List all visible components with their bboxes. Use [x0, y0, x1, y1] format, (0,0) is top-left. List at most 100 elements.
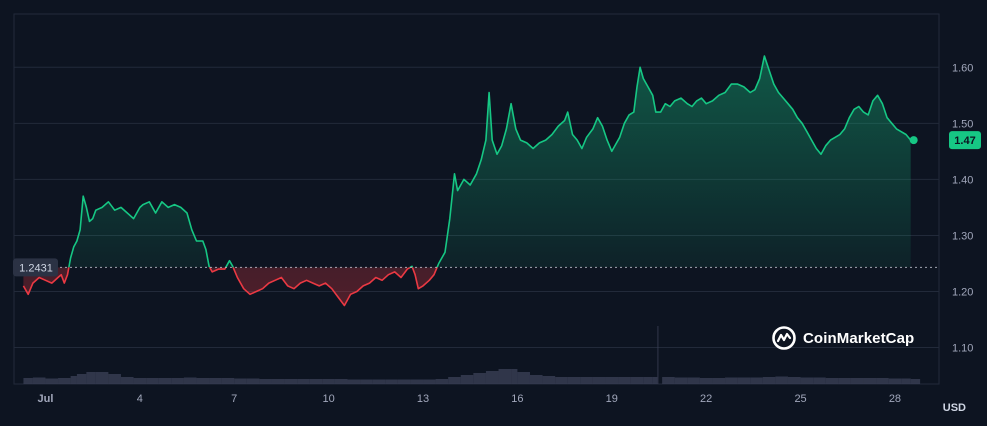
volume-bar [580, 377, 593, 384]
volume-bar [435, 379, 449, 384]
volume-bar [120, 377, 134, 384]
volume-bar [284, 379, 298, 384]
volume-bar [322, 379, 335, 384]
x-tick-label: 10 [323, 393, 335, 405]
volume-bar [725, 377, 738, 384]
volume-bar [850, 378, 864, 384]
price-line-up [68, 55, 912, 268]
volume-bar [567, 377, 581, 384]
volume-bar [813, 377, 826, 384]
volume-bar [687, 377, 700, 384]
volume-bar [32, 377, 46, 384]
current-price-badge: 1.47 [949, 131, 981, 150]
x-tick-label: 7 [231, 393, 237, 405]
currency-label: USD [942, 402, 966, 414]
x-tick-label: 25 [794, 393, 806, 405]
volume-bar [652, 377, 658, 384]
y-tick-label: 1.40 [952, 174, 973, 186]
volume-bar [385, 379, 398, 384]
volume-bar [448, 377, 461, 384]
baseline-badge: 1.2431 [13, 258, 58, 277]
volume-bar [838, 378, 851, 384]
volume-bar [630, 377, 644, 384]
y-tick-label: 1.30 [952, 230, 973, 242]
volume-bar [888, 378, 902, 384]
volume-bar [347, 379, 361, 384]
coinmarketcap-logo-icon [772, 326, 796, 350]
volume-bar [196, 378, 210, 384]
volume-bar [529, 375, 543, 384]
last-price-dot [909, 136, 918, 145]
volume-bar [334, 379, 348, 384]
y-axis: 1.10 1.20 1.30 1.40 1.50 1.60 [952, 62, 973, 354]
y-tick-label: 1.60 [952, 62, 973, 74]
volume-bar [800, 377, 814, 384]
volume-bar [762, 377, 776, 384]
volume-bar [605, 377, 619, 384]
volume-bar [775, 376, 788, 384]
x-tick-label: 13 [417, 393, 429, 405]
price-line [22, 55, 912, 307]
volume-bar [662, 377, 675, 384]
volume-bar [397, 379, 411, 384]
volume-bar [45, 378, 59, 384]
volume-bar [555, 377, 568, 384]
volume-bar [183, 377, 197, 384]
volume-bar [699, 378, 713, 384]
volume-bar [372, 379, 386, 384]
volume-bar [95, 372, 109, 384]
volume-bar [542, 376, 556, 384]
volume-bar [674, 377, 688, 384]
volume-bar [511, 369, 518, 384]
volume-bar [209, 378, 222, 384]
volume-bar [517, 372, 530, 384]
volume-bar [863, 378, 877, 384]
volume-bar [246, 378, 260, 384]
volume-bar [133, 378, 147, 384]
volume-bar [485, 371, 499, 384]
volume-bar [460, 375, 474, 384]
volume-bar [158, 378, 172, 384]
volume-bar [58, 378, 71, 384]
volume-bar [271, 379, 285, 384]
volume-bar [787, 377, 801, 384]
volume-bar [108, 374, 121, 384]
volume-bar [618, 377, 631, 384]
volume-bars [23, 326, 921, 384]
volume-bar [825, 378, 839, 384]
volume-bar [876, 378, 889, 384]
volume-bar [234, 378, 247, 384]
x-tick-label: 28 [889, 393, 901, 405]
volume-bar [410, 379, 424, 384]
volume-bar [86, 372, 96, 384]
baseline-value: 1.2431 [19, 262, 53, 274]
volume-bar [360, 379, 373, 384]
volume-bar [498, 369, 512, 384]
x-tick-label: Jul [38, 393, 54, 405]
volume-bar [309, 379, 323, 384]
x-tick-label: 19 [606, 393, 618, 405]
volume-bar [901, 378, 911, 384]
x-tick-label: 22 [700, 393, 712, 405]
coinmarketcap-watermark: CoinMarketCap [771, 325, 914, 351]
volume-bar [221, 378, 235, 384]
volume-bar [737, 377, 751, 384]
volume-bar [70, 376, 77, 384]
x-tick-label: 16 [511, 393, 523, 405]
x-axis: Jul 4 7 10 13 16 19 22 25 28 [38, 393, 902, 405]
volume-bar [592, 377, 606, 384]
volume-bar [297, 379, 310, 384]
y-tick-label: 1.20 [952, 287, 973, 299]
y-tick-label: 1.50 [952, 118, 973, 130]
volume-bar [423, 379, 436, 384]
volume-bar [657, 326, 659, 384]
area-below-baseline [23, 267, 438, 306]
volume-bar [750, 377, 763, 384]
volume-bar [146, 378, 159, 384]
watermark-brand: CoinMarketCap [803, 329, 915, 347]
volume-bar [910, 379, 921, 384]
volume-bar [473, 373, 486, 384]
current-price-value: 1.47 [954, 135, 975, 147]
